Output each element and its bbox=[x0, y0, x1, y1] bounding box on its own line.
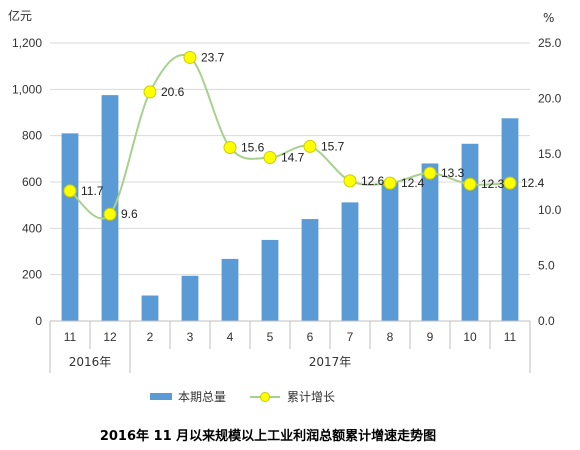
x-tick-label: 6 bbox=[307, 330, 314, 344]
x-tick-label: 8 bbox=[387, 330, 394, 344]
line-point bbox=[343, 174, 357, 188]
year-group-label: 2017年 bbox=[309, 355, 352, 369]
bar bbox=[181, 275, 199, 321]
x-tick-label: 7 bbox=[347, 330, 354, 344]
line-data-label: 23.7 bbox=[201, 50, 225, 64]
year-group-label: 2016年 bbox=[69, 355, 112, 369]
grid-lines bbox=[50, 42, 530, 322]
line-point bbox=[303, 139, 317, 153]
line-point bbox=[503, 176, 517, 190]
left-tick-label: 400 bbox=[22, 221, 42, 235]
x-tick-label: 11 bbox=[504, 330, 517, 344]
right-tick-label: 15.0 bbox=[538, 147, 562, 161]
legend-line-label: 累计增长 bbox=[287, 390, 335, 404]
legend: 本期总量 累计增长 bbox=[150, 390, 335, 404]
left-axis-unit: 亿元 bbox=[8, 8, 32, 23]
x-tick-label: 10 bbox=[463, 330, 477, 344]
line-data-label: 12.4 bbox=[521, 176, 545, 190]
line-point bbox=[63, 184, 77, 198]
line-series: 11.7 9.6 20.6 23.7 15.6 14.7 15.7 12.6 12.4 13.3 1… bbox=[63, 50, 545, 221]
line-data-label: 12.6 bbox=[361, 174, 385, 188]
line-data-label: 14.7 bbox=[281, 151, 305, 165]
left-tick-label: 200 bbox=[22, 268, 42, 282]
axes: 0 200 400 600 800 1,000 1,200 0.0 5.0 10.0 15.0 20.… bbox=[12, 36, 562, 373]
bar bbox=[341, 202, 359, 321]
bar bbox=[61, 133, 79, 321]
x-tick-label: 4 bbox=[227, 330, 234, 344]
line-point bbox=[183, 50, 197, 64]
right-tick-label: 5.0 bbox=[538, 258, 555, 272]
line-data-label: 20.6 bbox=[161, 85, 185, 99]
legend-bar-label: 本期总量 bbox=[178, 390, 226, 404]
x-tick-label: 5 bbox=[267, 330, 274, 344]
x-tick-label: 9 bbox=[427, 330, 434, 344]
line-data-label: 12.3 bbox=[481, 177, 505, 191]
right-tick-label: 25.0 bbox=[538, 36, 562, 50]
line-data-label: 12.4 bbox=[401, 176, 425, 190]
line-data-label: 13.3 bbox=[441, 166, 465, 180]
line-point bbox=[383, 176, 397, 190]
bar bbox=[141, 295, 159, 321]
x-tick-label: 12 bbox=[103, 330, 117, 344]
left-tick-label: 800 bbox=[22, 129, 42, 143]
line-data-label: 15.7 bbox=[321, 139, 345, 153]
left-tick-label: 1,200 bbox=[12, 36, 42, 50]
bar bbox=[501, 118, 519, 322]
right-tick-label: 10.0 bbox=[538, 203, 562, 217]
x-tick-label: 2 bbox=[147, 330, 154, 344]
legend-bar-swatch bbox=[150, 393, 172, 400]
right-axis-unit: % bbox=[543, 11, 554, 25]
line-point bbox=[143, 85, 157, 99]
left-tick-label: 0 bbox=[35, 314, 42, 328]
bar bbox=[301, 219, 319, 321]
growth-line bbox=[69, 54, 511, 220]
bar bbox=[221, 258, 239, 321]
right-tick-label: 0.0 bbox=[538, 314, 555, 328]
line-data-label: 9.6 bbox=[121, 207, 138, 221]
line-data-label: 15.6 bbox=[241, 141, 265, 155]
left-tick-label: 1,000 bbox=[12, 82, 42, 96]
line-point bbox=[223, 141, 237, 155]
line-point bbox=[423, 166, 437, 180]
x-tick-label: 3 bbox=[187, 330, 194, 344]
bar bbox=[261, 239, 279, 321]
chart-title: 2016年 11 月以来规模以上工业利润总额累计增速走势图 bbox=[100, 428, 436, 444]
line-point bbox=[103, 207, 117, 221]
x-tick-label: 11 bbox=[64, 330, 77, 344]
line-data-label: 11.7 bbox=[81, 184, 104, 198]
line-point bbox=[263, 151, 277, 165]
left-tick-label: 600 bbox=[22, 175, 42, 189]
bar bbox=[381, 182, 399, 321]
bar bbox=[421, 163, 439, 321]
right-tick-label: 20.0 bbox=[538, 92, 562, 106]
line-point bbox=[463, 177, 477, 191]
legend-line-marker bbox=[260, 392, 270, 402]
